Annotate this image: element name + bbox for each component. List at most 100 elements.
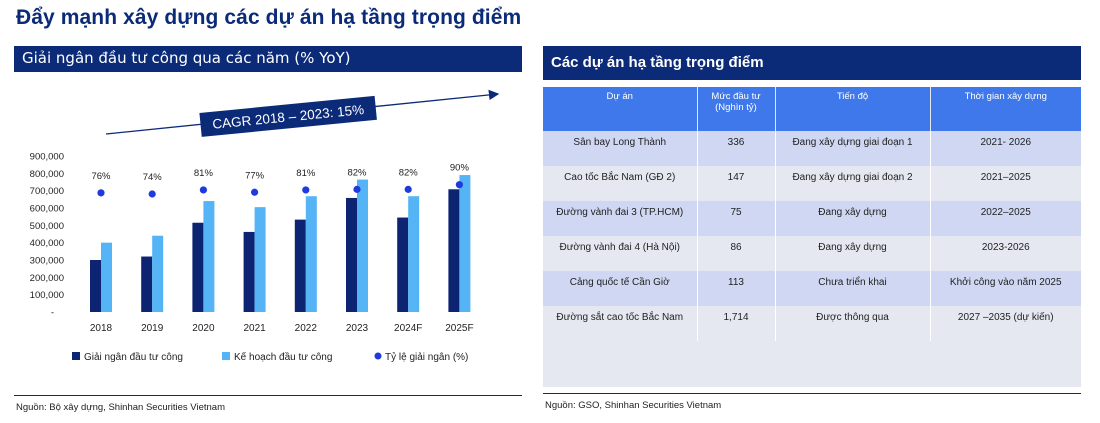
cell-timeline: 2021- 2026 — [930, 131, 1081, 166]
table-row: Sân bay Long Thành 336 Đang xây dựng giai … — [543, 131, 1081, 166]
y-tick-label: 700,000 — [30, 186, 64, 197]
rate-dot-2019 — [148, 190, 156, 198]
legend-label-rate: Tỷ lệ giải ngân (%) — [385, 351, 468, 363]
cell-progress: Đang xây dựng — [775, 201, 931, 236]
y-tick-label: 500,000 — [30, 221, 64, 232]
left-source-rule — [14, 395, 522, 396]
table-row: Đường sắt cao tốc Bắc Nam 1,714 Được thông… — [543, 306, 1081, 341]
header-project: Dự án — [543, 87, 698, 131]
table-row: Cảng quốc tế Cần Giờ 113 Chưa triển khai Kh… — [543, 271, 1081, 306]
cell-project: Đường sắt cao tốc Bắc Nam — [543, 306, 698, 341]
x-tick-label-2025F: 2025F — [445, 323, 473, 334]
rate-dots: 76% 74% 81% 77% 81% 82% 82% 90% — [91, 163, 469, 198]
rate-label-2022: 81% — [296, 168, 316, 179]
table-header-row: Dự án Mức đầu tư (Nghìn tỷ) Tiến độ Thời… — [543, 87, 1081, 131]
cell-investment: 336 — [697, 131, 776, 166]
table-row: Đường vành đai 4 (Hà Nội) 86 Đang xây dựng… — [543, 236, 1081, 271]
y-tick-label: - — [51, 308, 54, 319]
page-title: Đẩy mạnh xây dựng các dự án hạ tầng trọn… — [16, 6, 522, 29]
projects-table-panel: Dự án Mức đầu tư (Nghìn tỷ) Tiến độ Thời… — [543, 87, 1081, 387]
projects-table: Dự án Mức đầu tư (Nghìn tỷ) Tiến độ Thời… — [543, 87, 1081, 341]
legend: Giải ngân đầu tư công Kế hoạch đầu tư cô… — [72, 351, 468, 363]
rate-label-2025F: 90% — [450, 163, 470, 174]
cell-project: Đường vành đai 3 (TP.HCM) — [543, 201, 698, 236]
bar-disbursed-2020 — [192, 222, 204, 312]
cell-investment: 1,714 — [697, 306, 776, 341]
y-axis: - 100,000 200,000 300,000 400,000 500,000 600,… — [30, 152, 64, 319]
header-timeline: Thời gian xây dựng — [930, 87, 1081, 131]
rate-dot-2022 — [302, 186, 310, 194]
x-tick-label-2023: 2023 — [346, 323, 369, 334]
bar-plan-2019 — [152, 235, 164, 312]
rate-label-2018: 76% — [91, 171, 111, 182]
bar-plan-2022 — [305, 196, 317, 312]
rate-label-2020: 81% — [194, 168, 214, 179]
legend-swatch-rate — [374, 352, 382, 360]
cagr-box: CAGR 2018 – 2023: 15% — [199, 95, 377, 137]
cell-project: Sân bay Long Thành — [543, 131, 698, 166]
rate-dot-2025F — [455, 181, 463, 189]
left-source: Nguồn: Bộ xây dựng, Shinhan Securities V… — [16, 402, 225, 413]
cell-progress: Được thông qua — [775, 306, 931, 341]
y-tick-label: 100,000 — [30, 290, 64, 301]
cell-investment: 147 — [697, 166, 776, 201]
bar-disbursed-2023 — [346, 197, 357, 312]
left-panel-title: Giải ngân đầu tư công qua các năm (% YoY… — [14, 46, 522, 72]
cell-project: Đường vành đai 4 (Hà Nội) — [543, 236, 698, 271]
cell-timeline: 2021–2025 — [930, 166, 1081, 201]
legend-swatch-disbursed — [72, 352, 80, 360]
bar-disbursed-2024F — [397, 217, 409, 312]
bar-disbursed-2018 — [90, 260, 101, 312]
cell-progress: Đang xây dựng — [775, 236, 931, 271]
y-tick-label: 400,000 — [30, 238, 64, 249]
cell-progress: Đang xây dựng giai đoạn 1 — [775, 131, 931, 166]
cell-investment: 113 — [697, 271, 776, 306]
y-tick-label: 300,000 — [30, 256, 64, 267]
cell-progress: Chưa triển khai — [775, 271, 931, 306]
y-tick-label: 200,000 — [30, 273, 64, 284]
cell-investment: 75 — [697, 201, 776, 236]
cell-project: Cao tốc Bắc Nam (GĐ 2) — [543, 166, 698, 201]
y-tick-label: 600,000 — [30, 204, 64, 215]
legend-label-disbursed: Giải ngân đầu tư công — [84, 351, 183, 363]
x-tick-label-2020: 2020 — [192, 323, 215, 334]
x-tick-label-2024F: 2024F — [394, 323, 422, 334]
rate-label-2021: 77% — [245, 170, 265, 181]
bar-plan-2023 — [357, 179, 368, 312]
x-tick-label-2018: 2018 — [90, 323, 113, 334]
header-progress: Tiến độ — [775, 87, 931, 131]
bar-disbursed-2025F — [448, 189, 460, 312]
cell-timeline: 2027 –2035 (dự kiến) — [930, 306, 1081, 341]
x-tick-label-2021: 2021 — [243, 323, 266, 334]
cell-project: Cảng quốc tế Cần Giờ — [543, 271, 698, 306]
bar-plan-2024F — [408, 196, 420, 312]
rate-label-2023: 82% — [347, 167, 367, 178]
x-tick-label-2022: 2022 — [295, 323, 318, 334]
cell-timeline: 2023-2026 — [930, 236, 1081, 271]
bar-plan-2018 — [101, 242, 112, 312]
legend-label-plan: Kế hoạch đầu tư công — [234, 351, 332, 363]
cell-timeline: 2022–2025 — [930, 201, 1081, 236]
y-tick-label: 900,000 — [30, 152, 64, 163]
right-source-rule — [543, 393, 1081, 394]
rate-label-2024F: 82% — [399, 167, 419, 178]
header-investment: Mức đầu tư (Nghìn tỷ) — [697, 87, 776, 131]
table-row: Cao tốc Bắc Nam (GĐ 2) 147 Đang xây dựng g… — [543, 166, 1081, 201]
disbursement-chart: CAGR 2018 – 2023: 15% - 100,000 200,000 300… — [30, 89, 500, 363]
bar-plan-2025F — [459, 175, 471, 312]
table-row: Đường vành đai 3 (TP.HCM) 75 Đang xây dựng… — [543, 201, 1081, 236]
rate-dot-2020 — [199, 186, 207, 194]
rate-dot-2023 — [353, 185, 361, 193]
bar-plan-2021 — [254, 207, 266, 312]
bars — [90, 175, 471, 312]
rate-dot-2021 — [251, 188, 259, 196]
x-tick-label-2019: 2019 — [141, 323, 164, 334]
bar-disbursed-2022 — [294, 219, 306, 312]
cell-investment: 86 — [697, 236, 776, 271]
x-axis: 2018 2019 2020 2021 2022 2023 2024F 2025F — [90, 323, 474, 334]
legend-swatch-plan — [222, 352, 230, 360]
cell-progress: Đang xây dựng giai đoạn 2 — [775, 166, 931, 201]
cell-timeline: Khởi công vào năm 2025 — [930, 271, 1081, 306]
rate-dot-2018 — [97, 189, 105, 197]
rate-dot-2024F — [404, 185, 412, 193]
